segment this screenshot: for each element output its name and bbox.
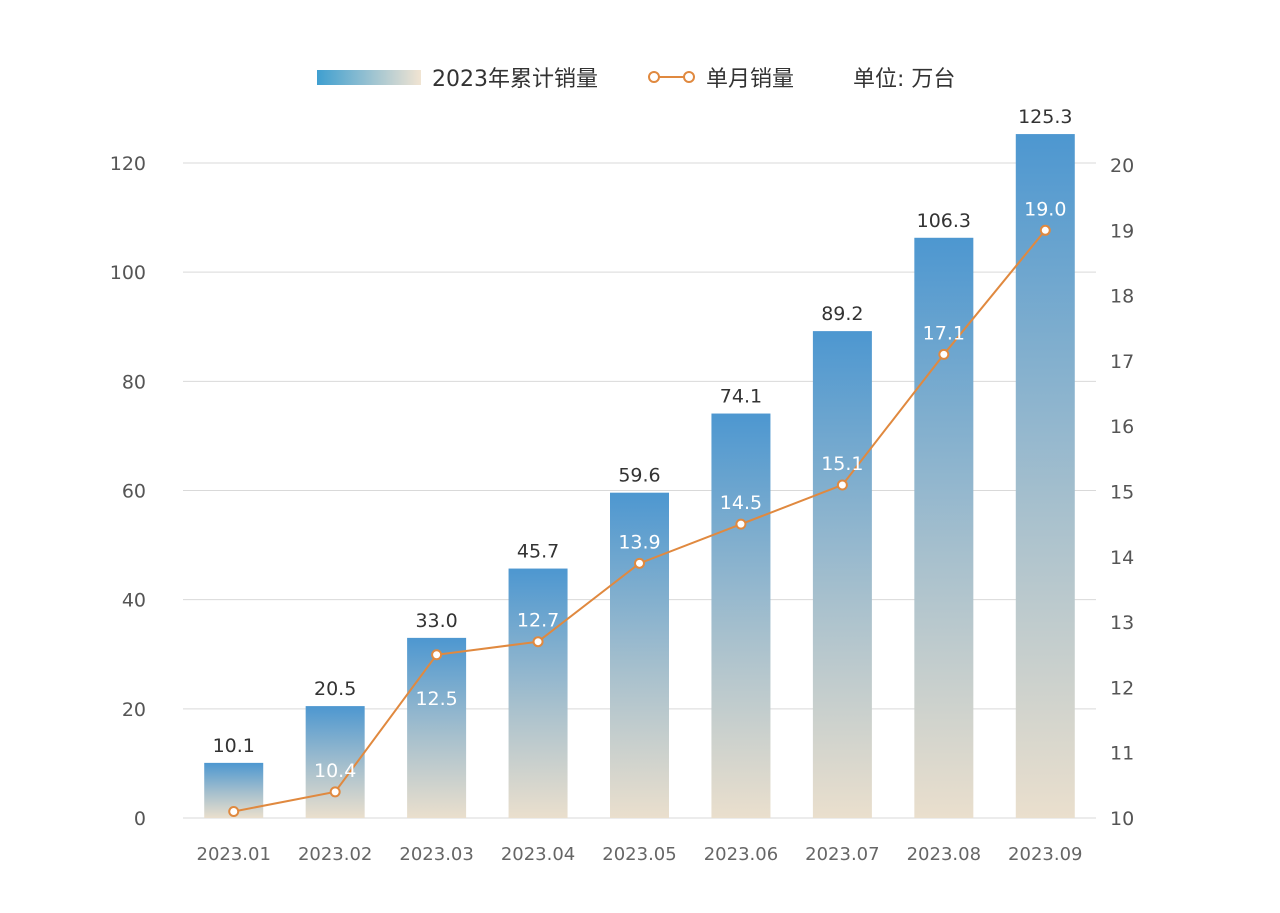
bar [711, 413, 771, 818]
x-tick-label: 2023.04 [501, 844, 575, 865]
y-left-tick-label: 120 [110, 153, 146, 175]
line-value-label: 17.1 [923, 322, 965, 344]
bar [305, 706, 365, 818]
y-right-tick-label: 16 [1110, 416, 1134, 438]
legend-line-label: 单月销量 [706, 67, 794, 92]
x-tick-label: 2023.02 [298, 844, 372, 865]
line-point [836, 479, 848, 491]
y-left-tick-label: 0 [134, 808, 146, 830]
bar [812, 331, 872, 818]
line-value-labels: 10.4 12.5 12.7 13.9 14.5 15.1 17.1 19.0 [314, 198, 1066, 782]
line-value-label: 14.5 [720, 492, 762, 514]
line-series [228, 224, 1051, 817]
y-left-tick-label: 80 [122, 371, 146, 393]
line-value-label: 19.0 [1024, 198, 1066, 220]
bar-value-label: 74.1 [720, 386, 762, 408]
line-value-label: 15.1 [821, 453, 863, 475]
bar-value-label: 45.7 [517, 541, 559, 563]
line-point [1039, 224, 1051, 236]
y-left-tick-label: 40 [122, 590, 146, 612]
y-right-tick-label: 14 [1110, 547, 1134, 569]
x-tick-label: 2023.08 [907, 844, 981, 865]
y-right-tick-label: 11 [1110, 743, 1134, 765]
line-value-label: 12.5 [415, 688, 457, 710]
y-right-tick-label: 12 [1110, 677, 1134, 699]
x-tick-label: 2023.07 [805, 844, 879, 865]
legend-bar-label: 2023年累计销量 [432, 67, 598, 92]
bar-value-label: 59.6 [618, 465, 660, 487]
line-point [735, 518, 747, 530]
y-left-tick-label: 20 [122, 699, 146, 721]
legend: 2023年累计销量 单月销量 单位: 万台 [317, 67, 955, 92]
y-right-tick-label: 10 [1110, 808, 1134, 830]
bar-value-label: 125.3 [1018, 106, 1072, 128]
y-right-tick-label: 20 [1110, 155, 1134, 177]
x-tick-label: 2023.05 [602, 844, 676, 865]
y-axis-left: 0 20 40 60 80 100 120 [110, 153, 146, 830]
bar [1015, 134, 1075, 819]
y-right-tick-label: 18 [1110, 286, 1134, 308]
x-tick-label: 2023.06 [704, 844, 778, 865]
line-value-label: 10.4 [314, 760, 356, 782]
y-left-tick-label: 60 [122, 481, 146, 503]
legend-line-marker-left [648, 71, 660, 83]
bar-value-label: 10.1 [213, 735, 255, 757]
x-tick-label: 2023.09 [1008, 844, 1082, 865]
line-value-label: 12.7 [517, 610, 559, 632]
bar [610, 492, 669, 818]
line-point [329, 786, 341, 798]
y-right-tick-label: 15 [1110, 482, 1134, 504]
bar [914, 237, 974, 818]
legend-bar-swatch [317, 70, 421, 85]
line-point [938, 348, 950, 360]
line-point [532, 636, 544, 648]
x-tick-label: 2023.01 [197, 844, 271, 865]
y-right-tick-label: 19 [1110, 220, 1134, 242]
bar-value-labels: 10.1 20.5 33.0 45.7 59.6 74.1 89.2 106.3 125.3 [213, 106, 1073, 757]
line-point [634, 557, 645, 569]
x-tick-label: 2023.03 [399, 844, 473, 865]
bar [508, 568, 568, 818]
bar-value-label: 89.2 [821, 303, 863, 325]
bar [407, 637, 467, 818]
y-right-tick-label: 17 [1110, 351, 1134, 373]
bar-series [204, 134, 1075, 819]
bar-value-label: 106.3 [917, 210, 971, 232]
bar-value-label: 33.0 [415, 610, 457, 632]
y-right-tick-label: 13 [1110, 612, 1134, 634]
x-axis: 2023.01 2023.02 2023.03 2023.04 2023.05 2023.… [197, 844, 1083, 865]
y-left-tick-label: 100 [110, 262, 146, 284]
line-point [228, 805, 240, 817]
line-point [431, 649, 443, 661]
line-value-label: 13.9 [618, 531, 660, 553]
legend-line-marker-right [683, 71, 695, 83]
y-axis-right: 10 11 12 13 14 15 16 17 18 19 20 [1110, 155, 1134, 830]
bar-value-label: 20.5 [314, 678, 356, 700]
unit-label: 单位: 万台 [853, 67, 955, 92]
